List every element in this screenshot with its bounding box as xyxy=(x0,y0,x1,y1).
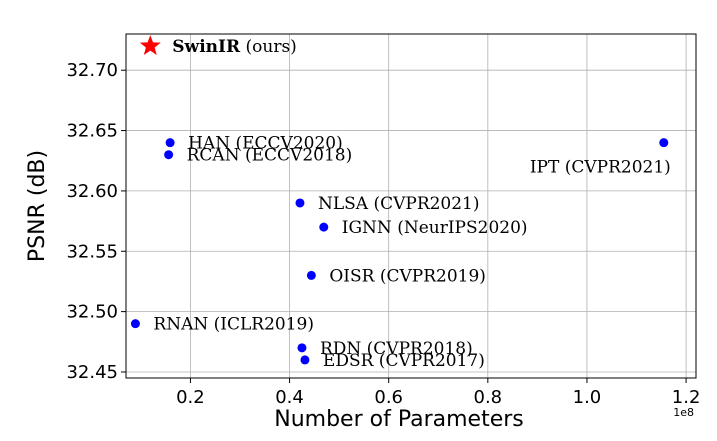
data-point-label: RDN (CVPR2018) xyxy=(320,339,473,359)
x-tick-label: 1.2 xyxy=(672,387,701,408)
y-axis-title: PSNR (dB) xyxy=(25,150,50,262)
data-point xyxy=(164,150,174,160)
data-point-label: IPT (CVPR2021) xyxy=(530,158,671,178)
data-point xyxy=(659,138,669,148)
highlight-star-marker xyxy=(139,35,161,55)
y-tick-label: 32.55 xyxy=(66,241,118,262)
x-tick-label: 0.8 xyxy=(474,387,503,408)
plot-frame xyxy=(125,33,697,379)
data-point-label: HAN (ECCV2020) xyxy=(188,134,343,154)
x-axis-title: Number of Parameters xyxy=(274,407,524,432)
data-point xyxy=(295,198,305,208)
x-tick-label: 0.2 xyxy=(176,387,205,408)
plot-area xyxy=(126,34,696,378)
data-point-label: RCAN (ECCV2018) xyxy=(187,146,353,166)
data-point-label: IGNN (NeurIPS2020) xyxy=(342,218,528,238)
y-tick-label: 32.45 xyxy=(66,362,118,383)
data-point xyxy=(165,138,175,148)
data-point xyxy=(306,270,316,280)
data-point xyxy=(319,222,329,232)
y-tick-label: 32.65 xyxy=(66,121,118,142)
y-tick-label: 32.60 xyxy=(66,181,118,202)
y-tick-label: 32.70 xyxy=(66,60,118,81)
data-point xyxy=(297,343,307,353)
highlight-label: SwinIR (ours) xyxy=(172,37,297,57)
x-tick-label: 0.4 xyxy=(275,387,304,408)
highlight-suffix: (ours) xyxy=(240,37,297,57)
data-point-label: EDSR (CVPR2017) xyxy=(323,351,485,371)
x-offset-label: 1e8 xyxy=(673,406,694,419)
data-point-label: OISR (CVPR2019) xyxy=(329,266,486,286)
highlight-name: SwinIR xyxy=(172,37,241,57)
data-point xyxy=(300,355,310,365)
data-point-label: RNAN (ICLR2019) xyxy=(153,315,314,335)
y-tick-label: 32.50 xyxy=(66,302,118,323)
x-tick-label: 1.0 xyxy=(573,387,602,408)
data-point xyxy=(130,319,140,329)
x-tick-label: 0.6 xyxy=(374,387,403,408)
data-point-label: NLSA (CVPR2021) xyxy=(318,194,480,214)
